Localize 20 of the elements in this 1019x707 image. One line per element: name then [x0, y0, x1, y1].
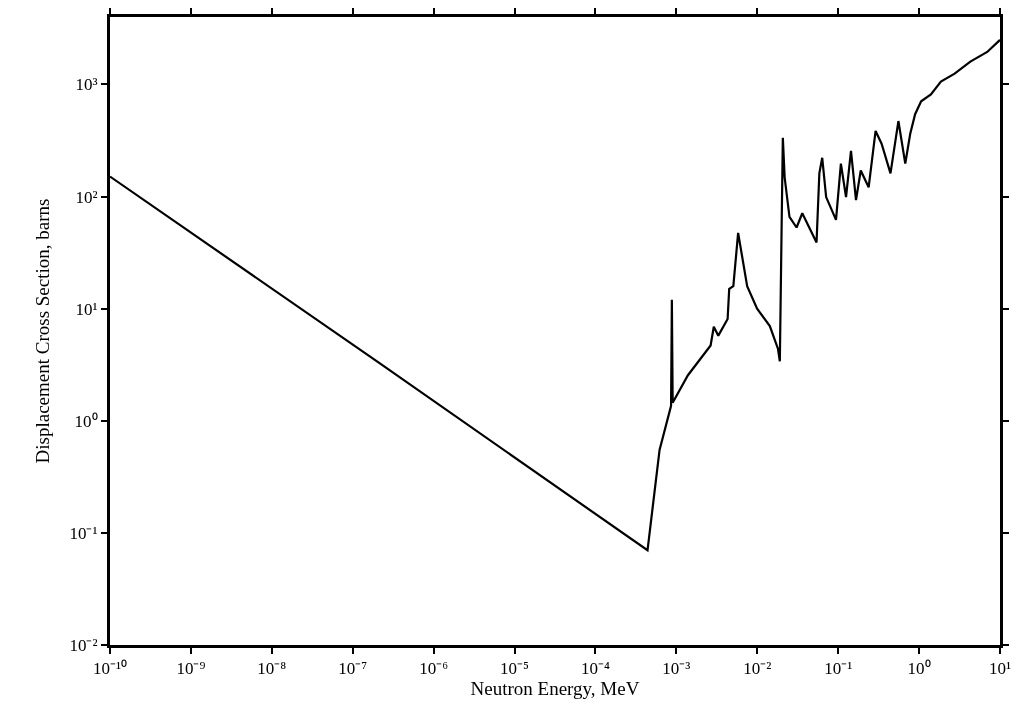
y-tick-label: 10⁻² [69, 635, 98, 655]
y-tick-label: 10¹ [75, 299, 98, 319]
x-tick-label: 10⁻⁷ [338, 659, 368, 679]
x-axis-title: Neutron Energy, MeV [470, 678, 640, 700]
x-tick-label: 10⁻² [743, 659, 772, 679]
y-tick-label: 10³ [75, 75, 98, 95]
x-tick-label: 10⁻¹ [824, 659, 853, 679]
x-tick-label: 10⁻⁵ [500, 659, 530, 679]
y-tick-label: 10⁰ [74, 411, 98, 431]
x-tick-label: 10⁻⁴ [580, 659, 610, 679]
x-tick-label: 10⁻⁸ [257, 659, 287, 679]
x-tick-label: 10⁻³ [662, 659, 691, 679]
x-tick-label: 10⁻⁶ [419, 659, 449, 679]
x-tick-label: 10⁻⁹ [176, 659, 206, 679]
x-tick-label: 10⁰ [907, 659, 931, 679]
x-tick-label: 10⁻¹⁰ [92, 659, 128, 679]
x-tick-label: 10¹ [988, 659, 1012, 679]
y-tick-label: 10⁻¹ [69, 523, 98, 543]
y-axis-title: Displacement Cross Section, barns [32, 198, 54, 464]
y-tick-label: 10² [75, 187, 98, 207]
